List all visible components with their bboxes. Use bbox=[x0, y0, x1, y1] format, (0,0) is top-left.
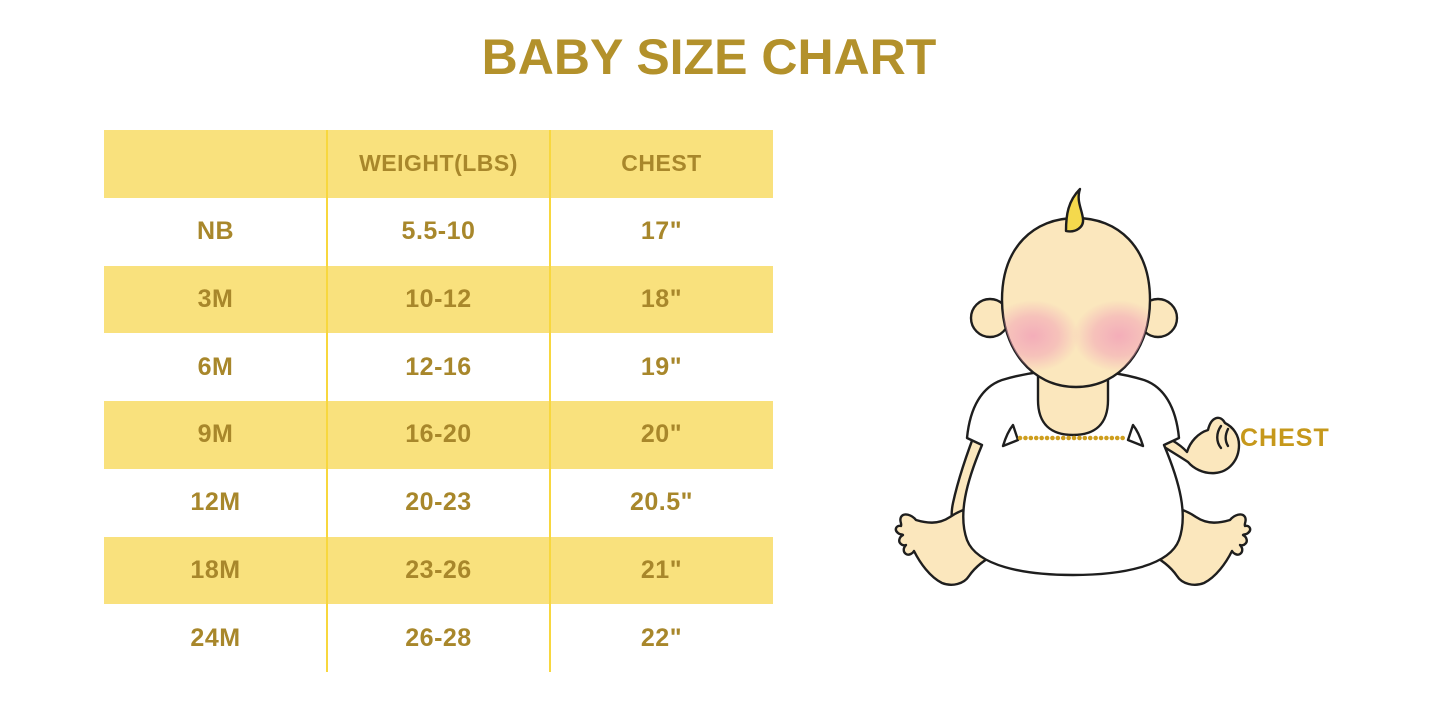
sleeve-notch-left bbox=[1001, 423, 1020, 448]
table-row: 18M 23-26 21" bbox=[104, 536, 773, 605]
column-divider bbox=[325, 130, 328, 672]
header-cell-chest: CHEST bbox=[621, 150, 702, 177]
baby-fist-finger-line bbox=[1224, 427, 1230, 448]
table-header-row: WEIGHT(LBS) CHEST bbox=[104, 130, 773, 198]
weight-cell: 10-12 bbox=[405, 284, 472, 313]
table-row: NB 5.5-10 17" bbox=[104, 197, 773, 266]
table-row: 12M 20-23 20.5" bbox=[104, 468, 773, 537]
chest-cell: 18" bbox=[640, 284, 683, 313]
chest-cell: 19" bbox=[640, 352, 683, 381]
weight-cell: 26-28 bbox=[405, 623, 472, 652]
header-cell-weight: WEIGHT(LBS) bbox=[359, 150, 518, 177]
size-cell: NB bbox=[196, 217, 235, 246]
baby-hair-curl bbox=[1064, 187, 1085, 233]
size-cell: 12M bbox=[190, 488, 241, 517]
size-cell: 6M bbox=[197, 352, 234, 381]
size-cell: 3M bbox=[197, 284, 234, 313]
weight-cell: 23-26 bbox=[405, 555, 472, 584]
baby-illustration bbox=[894, 187, 1252, 586]
size-cell: 24M bbox=[190, 623, 241, 652]
column-divider bbox=[549, 130, 551, 672]
table-row: 6M 12-16 19" bbox=[104, 333, 773, 401]
sleeve-notch-right bbox=[1126, 423, 1145, 448]
size-cell: 18M bbox=[190, 555, 241, 584]
chest-cell: 21" bbox=[640, 555, 683, 584]
weight-cell: 12-16 bbox=[405, 352, 472, 381]
baby-fist-finger-line bbox=[1216, 424, 1223, 450]
header-cell-size bbox=[104, 130, 327, 198]
weight-cell: 16-20 bbox=[405, 420, 472, 449]
chest-cell: 20" bbox=[640, 420, 683, 449]
chest-measure-label: CHEST bbox=[1240, 424, 1330, 452]
table-row: 24M 26-28 22" bbox=[104, 604, 773, 672]
table-row: 3M 10-12 18" bbox=[104, 265, 773, 334]
weight-cell: 20-23 bbox=[405, 488, 472, 517]
page-title: BABY SIZE CHART bbox=[481, 29, 937, 85]
size-cell: 9M bbox=[197, 420, 234, 449]
chest-cell: 17" bbox=[640, 217, 683, 246]
chest-cell: 20.5" bbox=[629, 488, 693, 517]
weight-cell: 5.5-10 bbox=[401, 217, 476, 246]
table-row: 9M 16-20 20" bbox=[104, 401, 773, 469]
size-chart-table: WEIGHT(LBS) CHEST NB 5.5-10 17" 3M 10-12… bbox=[104, 130, 773, 672]
chest-cell: 22" bbox=[640, 623, 683, 652]
